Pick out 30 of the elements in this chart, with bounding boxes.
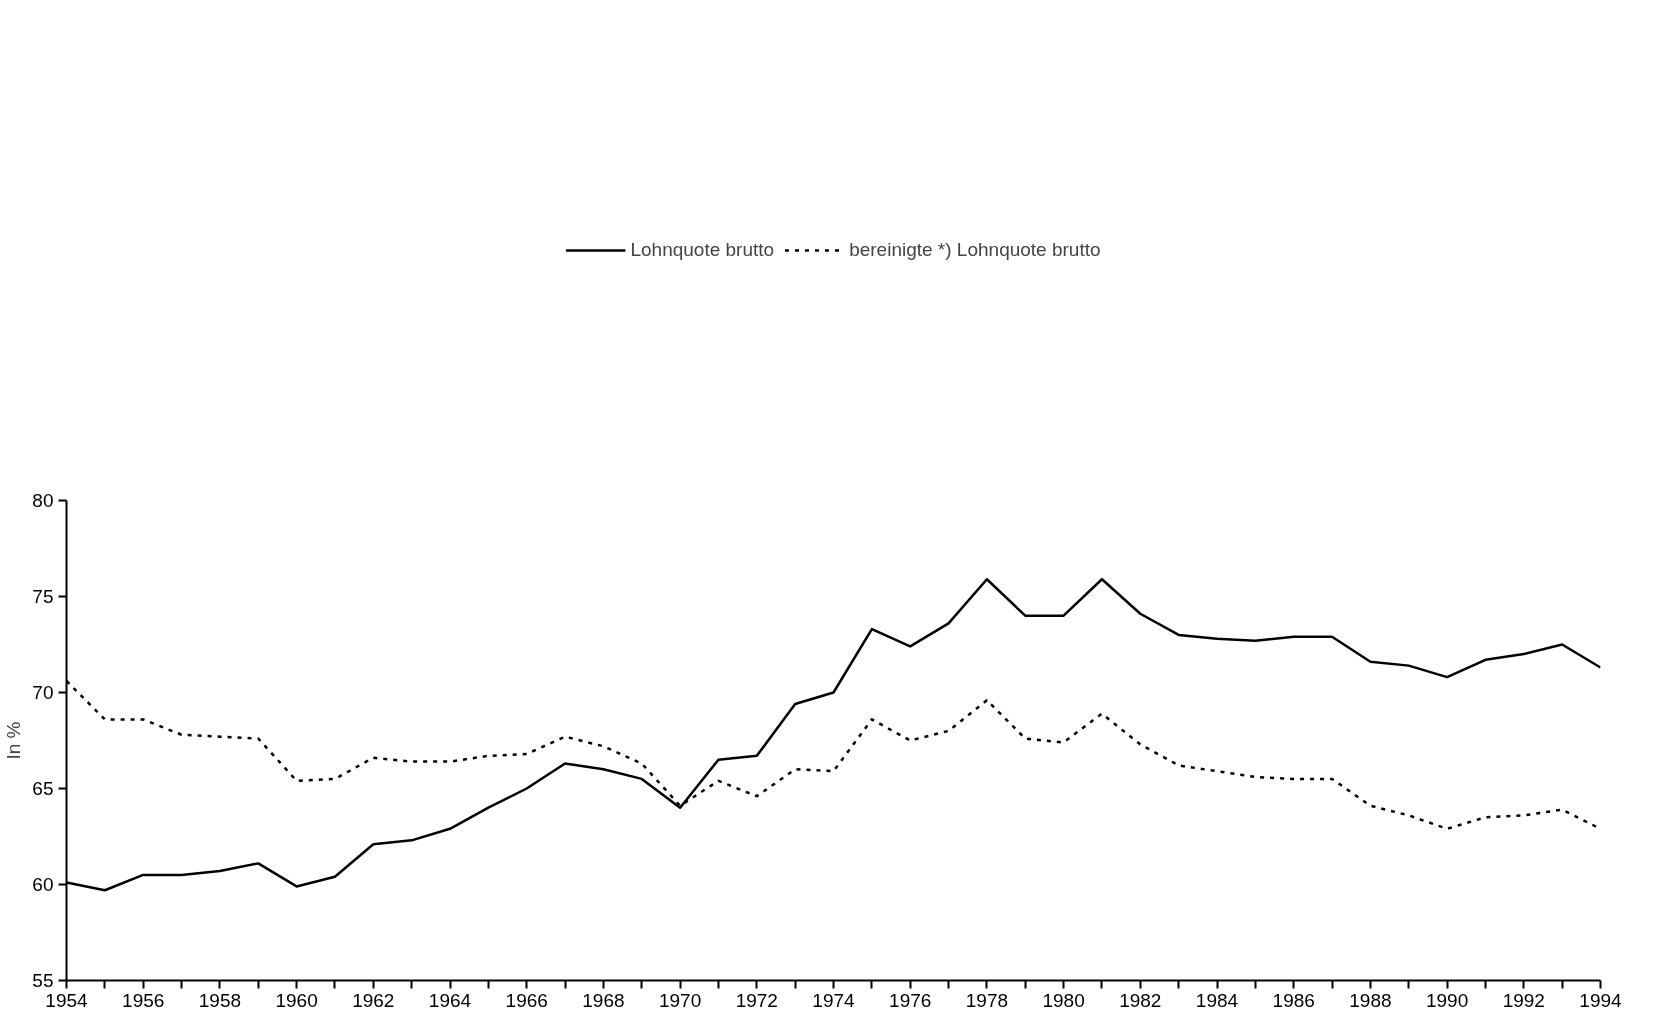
y-tick-label: 60 bbox=[32, 874, 54, 895]
x-tick-label: 1980 bbox=[1042, 989, 1085, 1011]
legend-label: bereinigte *) Lohnquote brutto bbox=[849, 239, 1101, 261]
x-tick-label: 1982 bbox=[1119, 989, 1162, 1011]
x-tick-label: 1958 bbox=[198, 989, 242, 1011]
x-tick-label: 1994 bbox=[1579, 989, 1623, 1011]
x-tick-label: 1974 bbox=[812, 989, 856, 1011]
x-tick-label: 1968 bbox=[582, 989, 625, 1011]
x-tick-label: 1966 bbox=[505, 989, 548, 1011]
x-tick-label: 1954 bbox=[45, 989, 89, 1011]
legend-label: Lohnquote brutto bbox=[630, 239, 775, 261]
x-tick-label: 1970 bbox=[658, 989, 702, 1011]
x-tick-label: 1964 bbox=[428, 989, 472, 1011]
x-tick-label: 1990 bbox=[1425, 989, 1469, 1011]
y-tick-label: 70 bbox=[32, 682, 54, 703]
x-tick-label: 1956 bbox=[122, 989, 165, 1011]
x-tick-label: 1972 bbox=[735, 989, 778, 1011]
x-tick-label: 1992 bbox=[1502, 989, 1545, 1011]
x-tick-label: 1986 bbox=[1272, 989, 1315, 1011]
x-tick-label: 1962 bbox=[352, 989, 395, 1011]
y-tick-label: 80 bbox=[32, 490, 54, 511]
x-tick-label: 1988 bbox=[1349, 989, 1392, 1011]
x-tick-label: 1976 bbox=[889, 989, 932, 1011]
y-tick-label: 55 bbox=[32, 970, 54, 991]
x-tick-label: 1984 bbox=[1195, 989, 1239, 1011]
y-tick-label: 65 bbox=[32, 778, 54, 799]
x-tick-label: 1978 bbox=[965, 989, 1009, 1011]
y-axis-title: In % bbox=[3, 721, 25, 760]
y-tick-label: 75 bbox=[32, 586, 54, 607]
x-tick-label: 1960 bbox=[275, 989, 318, 1011]
